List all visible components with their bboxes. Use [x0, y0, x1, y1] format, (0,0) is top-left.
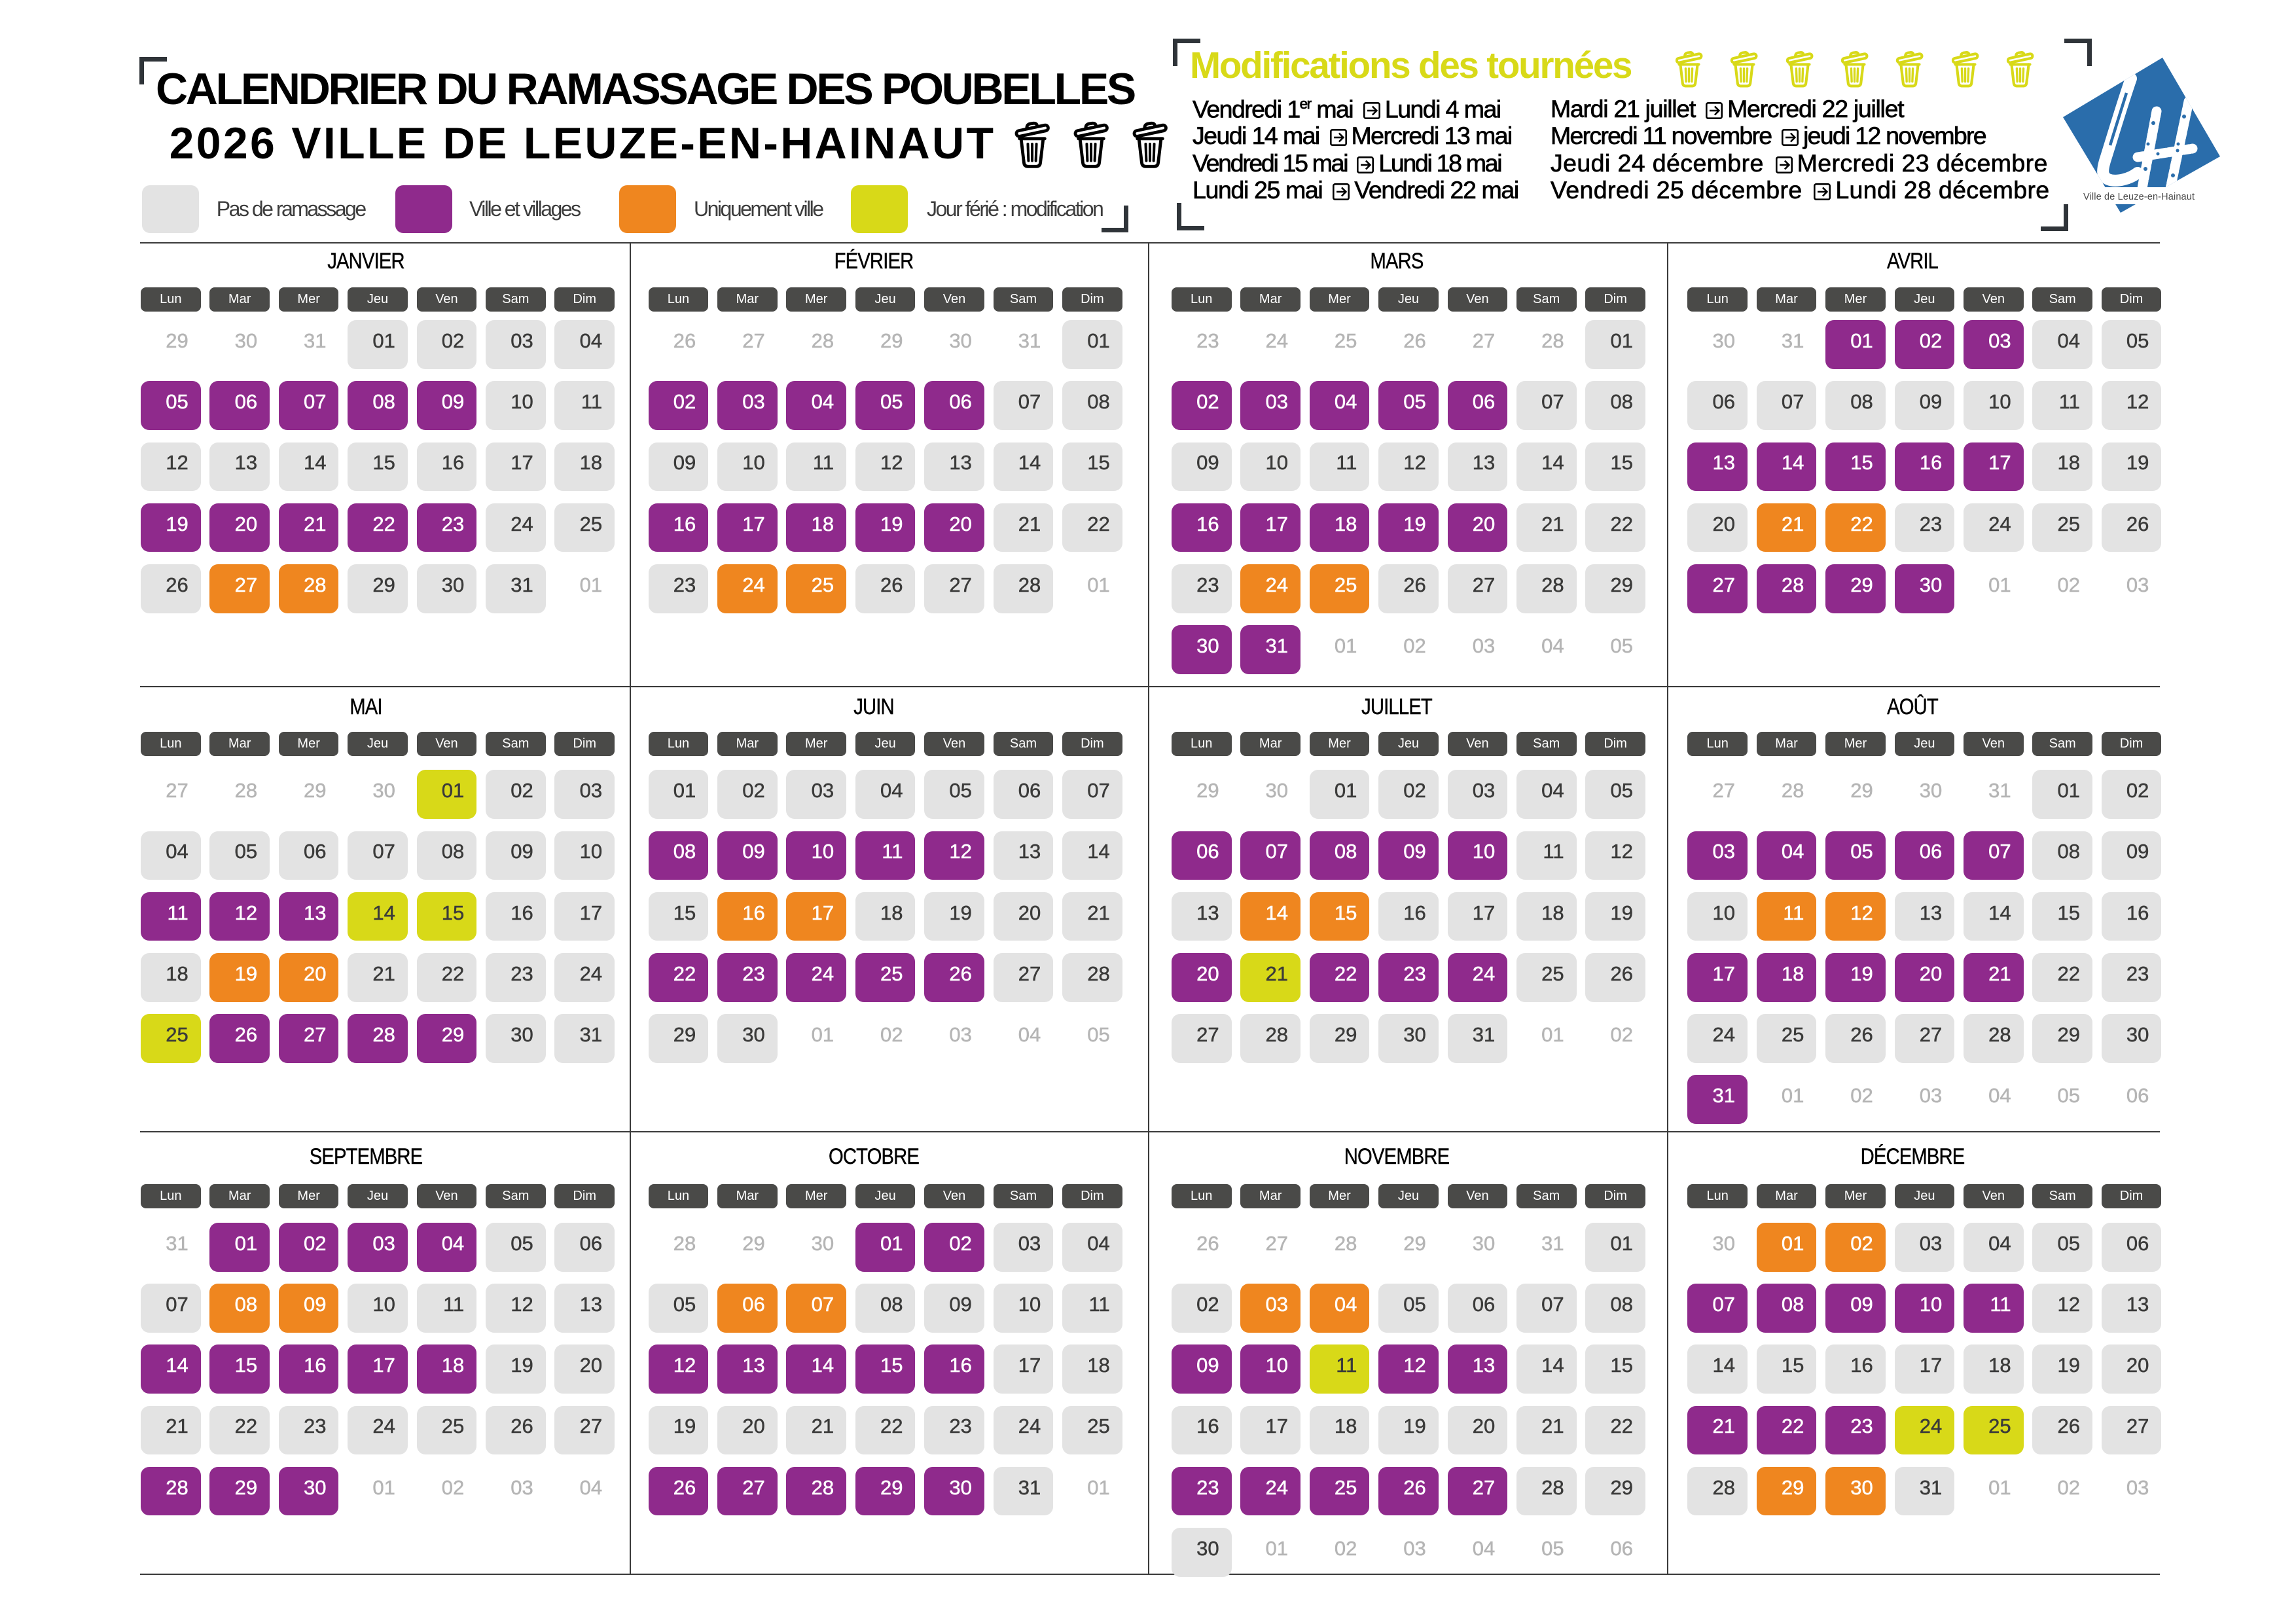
svg-text:Ville de Leuze-en-Hainaut: Ville de Leuze-en-Hainaut — [2083, 192, 2195, 202]
